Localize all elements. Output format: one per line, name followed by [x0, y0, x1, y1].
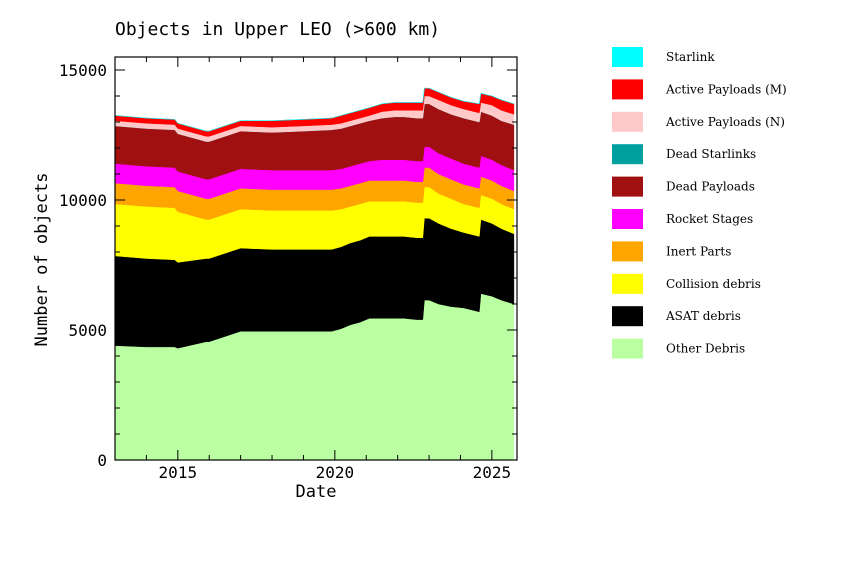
legend-swatch-dead-payloads [612, 176, 643, 197]
legend-swatch-active-payloads-m [612, 79, 643, 100]
y-tick-label: 15000 [59, 61, 107, 80]
legend-swatch-inert-parts [612, 241, 643, 262]
legend-label-active-payloads-n: Active Payloads (N) [665, 115, 785, 129]
legend-label-asat-debris: ASAT debris [665, 309, 741, 323]
legend: Starlink Active Payloads (M) Active Payloa… [612, 47, 787, 359]
x-axis-label: Date [296, 482, 337, 502]
axis-ticks: 2015 2020 2025 0 5000 10000 15000 [59, 57, 517, 482]
plot-frame [114, 56, 518, 461]
legend-swatch-starlink [612, 47, 643, 67]
legend-label-starlink: Starlink [666, 50, 715, 64]
legend-label-active-payloads-m: Active Payloads (M) [665, 82, 787, 96]
legend-swatch-active-payloads-n [612, 111, 643, 132]
y-axis-label: Number of objects [32, 173, 52, 347]
legend-swatch-asat-debris [612, 306, 643, 327]
legend-label-inert-parts: Inert Parts [666, 244, 731, 258]
legend-swatch-rocket-stages [612, 209, 643, 229]
x-tick-label: 2020 [316, 463, 355, 482]
x-tick-label: 2015 [159, 463, 198, 482]
area-starlink [114, 87, 514, 132]
x-tick-label: 2025 [473, 463, 512, 482]
legend-label-dead-payloads: Dead Payloads [666, 180, 755, 194]
y-tick-label: 0 [97, 451, 107, 470]
legend-label-other-debris: Other Debris [666, 342, 745, 356]
y-tick-label: 10000 [59, 191, 107, 210]
legend-swatch-dead-starlinks [612, 144, 643, 165]
y-tick-label: 5000 [68, 321, 107, 340]
chart-title: Objects in Upper LEO (>600 km) [115, 19, 440, 40]
legend-swatch-other-debris [612, 338, 643, 359]
legend-label-rocket-stages: Rocket Stages [666, 212, 753, 226]
plot-areas [114, 87, 515, 461]
legend-swatch-collision-debris [612, 273, 643, 294]
legend-label-dead-starlinks: Dead Starlinks [666, 147, 756, 161]
legend-label-collision-debris: Collision debris [666, 277, 761, 291]
